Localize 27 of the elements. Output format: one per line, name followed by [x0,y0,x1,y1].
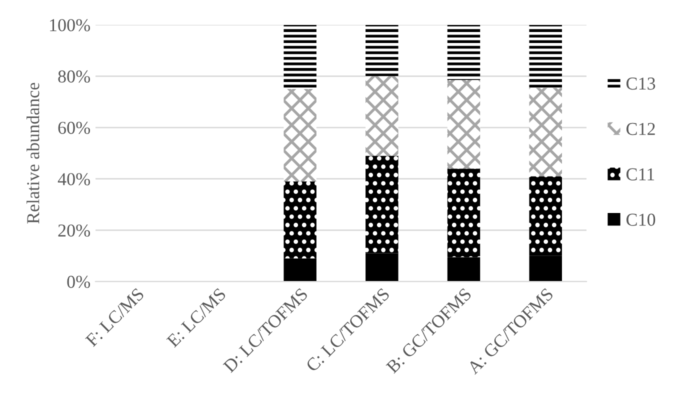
legend-label: C11 [626,168,654,180]
bar [529,24,562,88]
bar [447,24,480,80]
legend-label: C12 [626,122,655,136]
bar [529,88,562,176]
bar [447,257,480,282]
bar [284,89,316,182]
bar [366,76,398,156]
bar [284,258,316,282]
legend-label: C13 [626,78,656,90]
bar [284,24,316,90]
y-tick-label: 20% [58,224,90,237]
bar [366,253,398,282]
bar [366,24,398,76]
y-tick-label: 40% [58,173,90,186]
bar [529,176,562,256]
y-tick-label: 60% [58,122,90,134]
y-tick-label: 100% [50,19,90,32]
y-tick-label: 0% [67,276,90,288]
y-axis-title: Relative abundance [26,82,40,224]
bar [447,80,480,169]
bar [529,256,562,282]
bar [284,181,316,258]
bar [366,156,398,254]
y-tick-label: 80% [58,70,90,83]
legend-label: C10 [626,214,656,226]
bar [447,168,480,258]
